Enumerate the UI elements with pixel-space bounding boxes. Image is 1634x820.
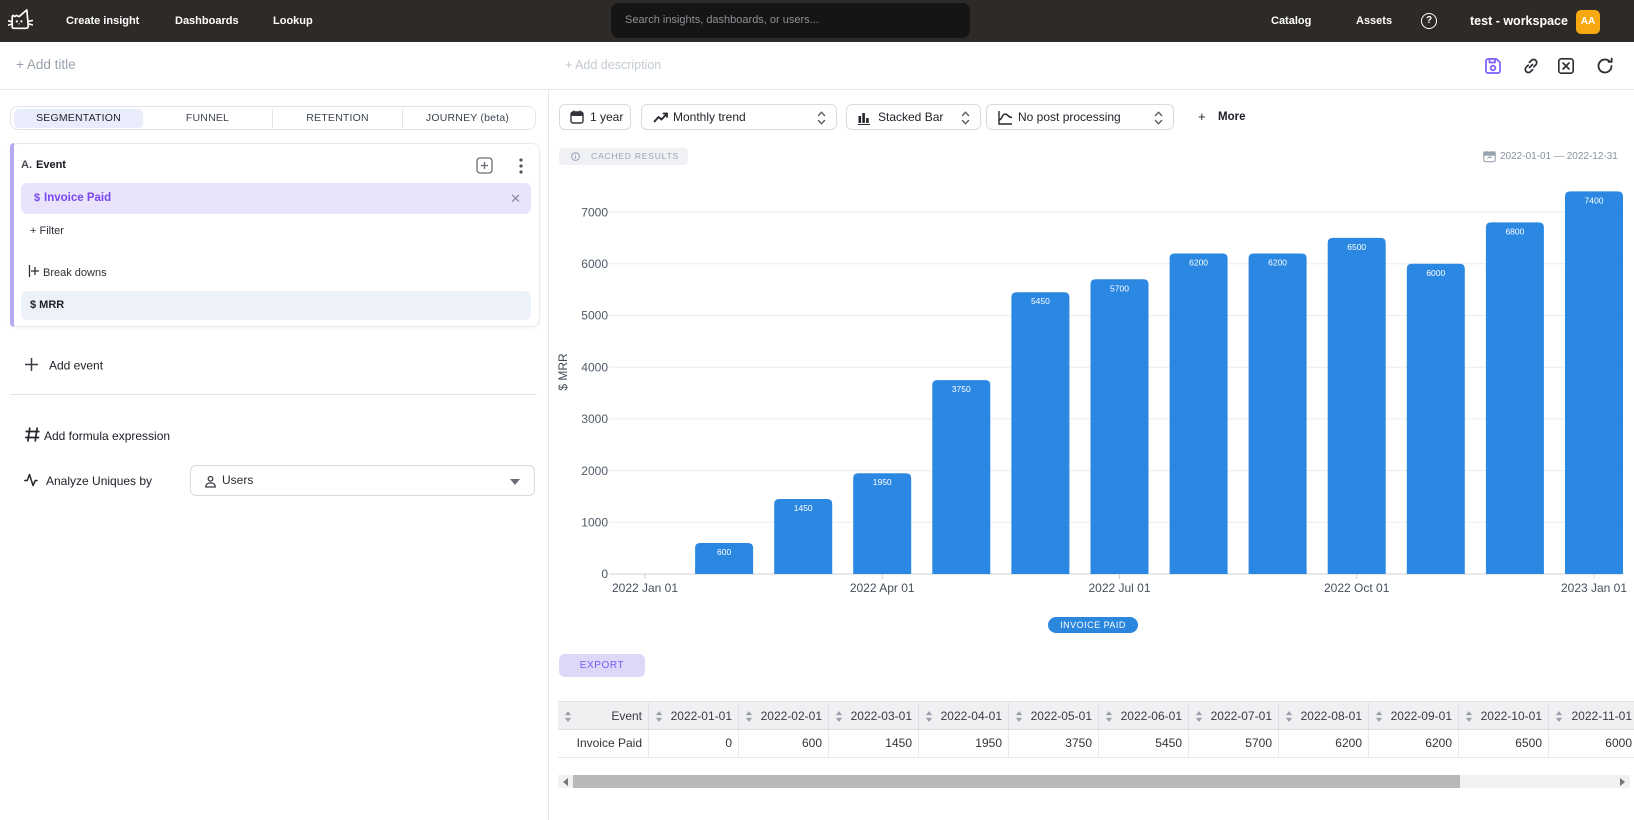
svg-text:7000: 7000 (581, 205, 608, 219)
svg-text:2000: 2000 (581, 464, 608, 478)
svg-text:3000: 3000 (581, 412, 608, 426)
svg-text:600: 600 (717, 547, 731, 557)
svg-text:3750: 3750 (952, 384, 971, 394)
svg-text:6000: 6000 (1426, 268, 1445, 278)
svg-text:2022 Jan 01: 2022 Jan 01 (612, 581, 678, 595)
svg-text:2023 Jan 01: 2023 Jan 01 (1561, 581, 1627, 595)
svg-text:1000: 1000 (581, 516, 608, 530)
svg-text:2022 Jul 01: 2022 Jul 01 (1088, 581, 1150, 595)
svg-text:5700: 5700 (1110, 283, 1129, 293)
svg-text:1450: 1450 (794, 503, 813, 513)
svg-text:2022 Apr 01: 2022 Apr 01 (850, 581, 915, 595)
svg-text:4000: 4000 (581, 360, 608, 374)
svg-text:1950: 1950 (873, 477, 892, 487)
svg-text:6200: 6200 (1189, 258, 1208, 268)
svg-text:$ MRR: $ MRR (556, 353, 570, 391)
svg-text:2022 Oct 01: 2022 Oct 01 (1324, 581, 1390, 595)
svg-text:0: 0 (601, 567, 608, 581)
svg-text:6800: 6800 (1505, 226, 1524, 236)
svg-text:7400: 7400 (1585, 195, 1604, 205)
svg-text:6000: 6000 (581, 257, 608, 271)
svg-text:5450: 5450 (1031, 296, 1050, 306)
svg-text:6500: 6500 (1347, 242, 1366, 252)
svg-text:5000: 5000 (581, 309, 608, 323)
svg-text:6200: 6200 (1268, 258, 1287, 268)
